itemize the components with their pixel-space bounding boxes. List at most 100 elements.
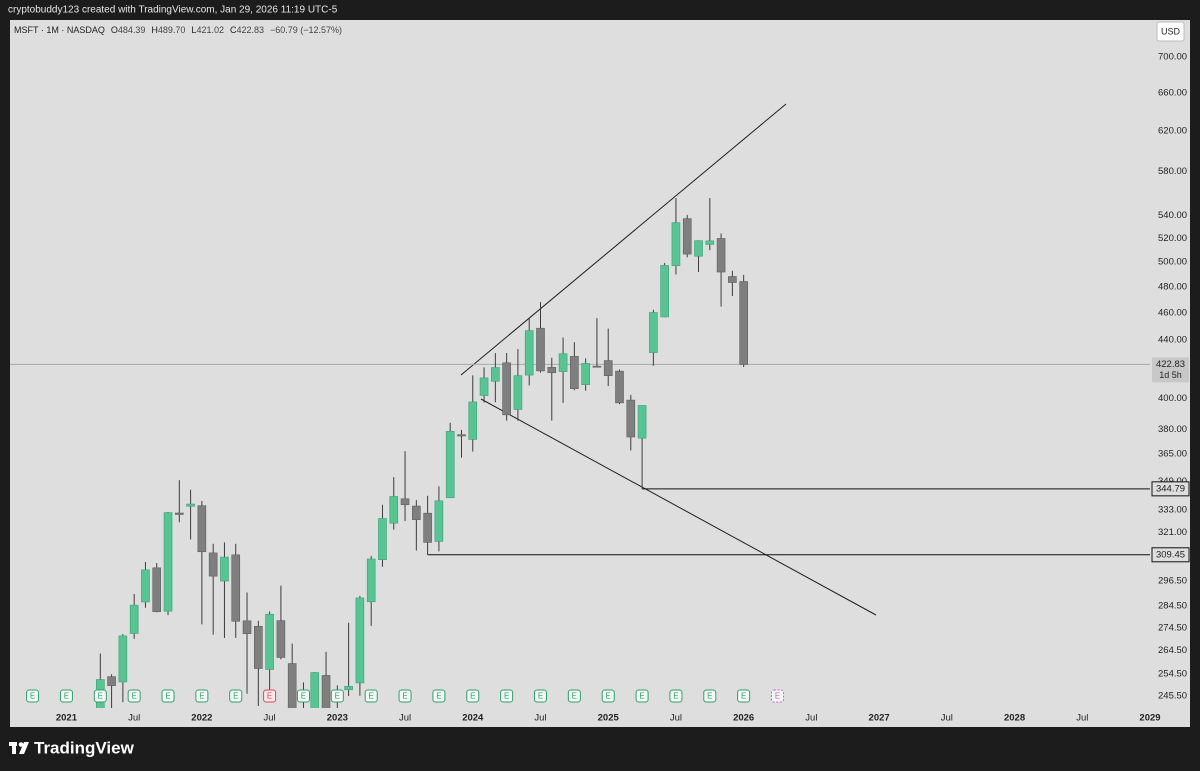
candle-body bbox=[457, 434, 466, 437]
candle-body bbox=[682, 218, 692, 255]
candle-body bbox=[570, 356, 579, 389]
logo-part bbox=[19, 742, 29, 754]
candle-body bbox=[208, 552, 218, 577]
x-tick-label: 2023 bbox=[327, 713, 348, 724]
earnings-label: E bbox=[470, 692, 475, 701]
candle-body bbox=[276, 620, 286, 658]
candle-body bbox=[626, 399, 636, 438]
x-tick-label: Jul bbox=[264, 713, 276, 724]
earnings-marker bbox=[635, 689, 649, 703]
candle-body bbox=[163, 512, 173, 612]
currency: USD bbox=[1161, 26, 1181, 36]
earnings-marker bbox=[500, 689, 514, 703]
earnings-label: E bbox=[369, 692, 374, 701]
logo-part bbox=[18, 742, 24, 747]
axes: 700.00 660.00 620.00 580.00 540.00 520.00 500.… bbox=[56, 52, 1190, 724]
earnings-label: E bbox=[741, 692, 746, 701]
y-tick-label: 700.00 bbox=[1158, 52, 1187, 63]
y-tick-label: 284.50 bbox=[1158, 601, 1187, 612]
candle-body bbox=[694, 240, 703, 257]
level-label: 344.79 bbox=[1156, 483, 1185, 494]
candle-body bbox=[423, 512, 432, 543]
x-tick-label: 2027 bbox=[869, 713, 890, 724]
earnings-marker bbox=[59, 689, 73, 703]
y-tick-label: 245.50 bbox=[1158, 690, 1187, 701]
earnings-marker bbox=[533, 689, 547, 703]
y-tick-label: 580.00 bbox=[1158, 166, 1187, 177]
candle-body bbox=[175, 512, 184, 515]
x-tick-label: Jul bbox=[805, 713, 817, 724]
candle-body bbox=[118, 635, 128, 683]
last-price-label: 422.83 bbox=[1156, 359, 1185, 370]
x-tick-label: 2026 bbox=[733, 713, 754, 724]
logo-part bbox=[12, 742, 16, 754]
candle-body bbox=[378, 518, 387, 560]
y-tick-label: 460.00 bbox=[1158, 308, 1187, 319]
brand-logo bbox=[9, 742, 29, 754]
x-tick-label: 2022 bbox=[191, 713, 212, 724]
earnings-marker bbox=[703, 689, 717, 703]
earnings-marker bbox=[669, 689, 683, 703]
y-tick-label: 296.50 bbox=[1158, 575, 1187, 586]
legend-value: 489.70 bbox=[158, 25, 186, 35]
x-tick-label: 2021 bbox=[56, 713, 78, 724]
candle-body bbox=[242, 620, 252, 634]
candle-body bbox=[558, 353, 568, 372]
x-tick-label: Jul bbox=[399, 713, 411, 724]
y-tick-label: 520.00 bbox=[1158, 233, 1187, 244]
earnings-marker bbox=[161, 689, 175, 703]
earnings-label: E bbox=[402, 692, 407, 701]
candle-body bbox=[502, 362, 511, 416]
earnings-label: E bbox=[538, 692, 543, 701]
earnings-marker bbox=[601, 689, 615, 703]
legend-value: 484.39 bbox=[118, 25, 146, 35]
candle-body bbox=[400, 498, 410, 506]
x-tick-label: 2029 bbox=[1139, 713, 1160, 724]
earnings-marker bbox=[330, 689, 344, 703]
y-tick-label: 400.00 bbox=[1158, 393, 1187, 404]
earnings-label: E bbox=[436, 692, 441, 701]
legend: MSFT · 1M · NASDAQ O484.39 H489.70 L421.02 C… bbox=[14, 25, 342, 35]
level-label-box bbox=[1151, 547, 1190, 563]
candle-body bbox=[287, 663, 297, 708]
candle-body bbox=[513, 375, 523, 410]
candle-body bbox=[434, 500, 444, 542]
countdown-label: 1d 5h bbox=[1159, 370, 1182, 380]
y-tick-label: 380.00 bbox=[1158, 424, 1187, 435]
candle-body bbox=[728, 276, 737, 283]
candle-body bbox=[220, 556, 229, 582]
candle-body bbox=[603, 360, 613, 376]
candle-body bbox=[412, 505, 421, 520]
earnings-label: E bbox=[233, 692, 238, 701]
y-tick-label: 540.00 bbox=[1158, 210, 1187, 221]
x-tick-label: Jul bbox=[128, 713, 140, 724]
earnings-label: E bbox=[572, 692, 577, 701]
earnings-label: E bbox=[504, 692, 509, 701]
candle-body bbox=[491, 367, 500, 382]
earnings-marker bbox=[567, 689, 581, 703]
trend-line bbox=[480, 398, 877, 616]
currency-box bbox=[1156, 21, 1185, 42]
x-tick-label: Jul bbox=[670, 713, 682, 724]
earnings-marker bbox=[398, 689, 412, 703]
earnings-label: E bbox=[639, 692, 644, 701]
candle-body bbox=[649, 312, 658, 353]
earnings-label: E bbox=[775, 692, 780, 701]
candle-body bbox=[197, 505, 207, 553]
candle-body bbox=[129, 604, 139, 634]
earnings-marker bbox=[737, 689, 751, 703]
candle-body bbox=[310, 672, 320, 708]
earnings-marker bbox=[364, 689, 378, 703]
last-price-box bbox=[1152, 357, 1189, 383]
candle-body bbox=[231, 554, 241, 622]
legend-change: −60.79 (−12.57%) bbox=[270, 25, 342, 35]
legend-key: C bbox=[230, 25, 237, 35]
earnings-label: E bbox=[267, 692, 272, 701]
candle-body bbox=[524, 330, 534, 376]
level-label-box bbox=[1151, 481, 1190, 497]
earnings-label: E bbox=[165, 692, 170, 701]
y-tick-label: 660.00 bbox=[1158, 87, 1187, 98]
y-tick-label: 321.00 bbox=[1158, 527, 1187, 538]
